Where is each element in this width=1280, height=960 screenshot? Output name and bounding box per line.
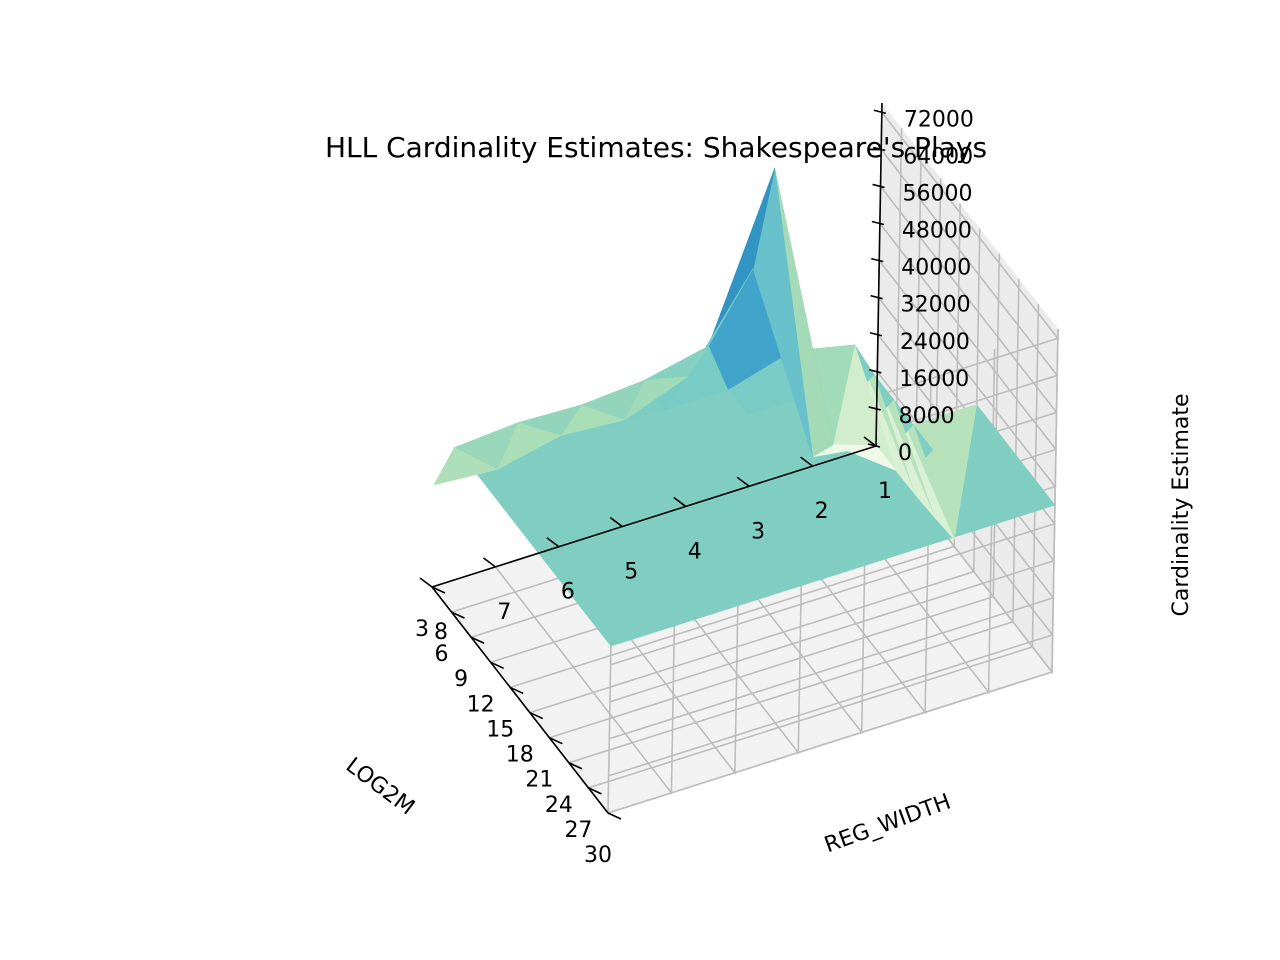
y-tick-label: 7 <box>497 600 511 625</box>
z-tick-mark <box>869 369 882 374</box>
z-tick-label: 32000 <box>901 293 971 318</box>
x-tick-mark <box>509 686 524 695</box>
z-tick-mark <box>872 183 885 189</box>
z-tick-label: 0 <box>898 441 912 466</box>
x-tick-mark <box>568 762 583 770</box>
y-tick-mark <box>546 537 560 548</box>
x-tick-mark <box>490 661 505 670</box>
x-tick-label: 18 <box>506 743 534 768</box>
z-tick-label: 8000 <box>899 404 955 429</box>
z-tick-mark <box>870 294 883 300</box>
z-tick-label: 16000 <box>899 367 969 392</box>
x-tick-label: 9 <box>454 667 468 692</box>
z-tick-label: 72000 <box>904 107 974 132</box>
x-tick-label: 6 <box>435 642 449 667</box>
back-right-pane <box>876 103 1058 672</box>
surface-facet <box>433 447 498 486</box>
y-tick-mark <box>736 476 750 487</box>
z-tick-mark <box>871 220 885 226</box>
z-tick-label: 48000 <box>902 219 972 244</box>
y-tick-label: 6 <box>561 580 575 605</box>
y-tick-label: 1 <box>878 479 892 504</box>
surface-plot <box>433 168 1056 647</box>
y-tick-mark <box>800 456 814 467</box>
x-tick-label: 30 <box>584 843 612 868</box>
z-tick-mark <box>868 406 881 411</box>
z-tick-label: 64000 <box>903 144 973 169</box>
x-tick-mark <box>431 586 446 594</box>
z-tick-mark <box>871 257 884 263</box>
y-axis-line <box>431 445 877 588</box>
y-tick-mark <box>419 577 433 588</box>
y-tick-mark <box>482 557 496 568</box>
y-tick-mark <box>863 436 877 447</box>
y-tick-label: 8 <box>434 620 448 645</box>
axis-lines <box>419 102 887 820</box>
y-tick-label: 4 <box>688 539 702 564</box>
x-axis-title: LOG2M <box>341 753 419 820</box>
z-tick-mark <box>872 146 886 152</box>
z-axis-title: Cardinality Estimate <box>1169 393 1194 616</box>
x-tick-label: 3 <box>415 617 429 642</box>
grid-line-z <box>609 334 1056 703</box>
x-tick-label: 21 <box>525 768 553 793</box>
x-tick-mark <box>470 636 485 644</box>
z-tick-label: 56000 <box>903 181 973 206</box>
x-tick-mark <box>607 812 622 820</box>
z-tick-mark <box>873 109 887 115</box>
y-tick-mark <box>609 516 623 528</box>
x-tick-label: 12 <box>467 692 495 717</box>
x-tick-label: 27 <box>564 818 592 843</box>
z-axis-line <box>875 102 883 447</box>
z-tick-mark <box>867 443 881 448</box>
chart-title: HLL Cardinality Estimates: Shakespeare's… <box>325 131 987 164</box>
y-tick-label: 5 <box>624 560 638 585</box>
x-tick-mark <box>588 787 602 795</box>
z-tick-label: 24000 <box>900 330 970 355</box>
grid-line-z <box>610 297 1056 666</box>
x-axis-line <box>431 586 609 814</box>
x-tick-mark <box>529 711 544 720</box>
x-tick-mark <box>451 611 465 619</box>
x-tick-label: 15 <box>486 717 514 742</box>
z-tick-label: 40000 <box>901 256 971 281</box>
y-tick-mark <box>673 496 687 508</box>
x-tick-mark <box>548 736 563 745</box>
y-tick-label: 3 <box>751 519 765 544</box>
y-tick-label: 2 <box>815 499 829 524</box>
z-tick-mark <box>869 331 883 337</box>
x-tick-label: 24 <box>545 793 573 818</box>
y-axis-title: REG_WIDTH <box>821 790 954 859</box>
